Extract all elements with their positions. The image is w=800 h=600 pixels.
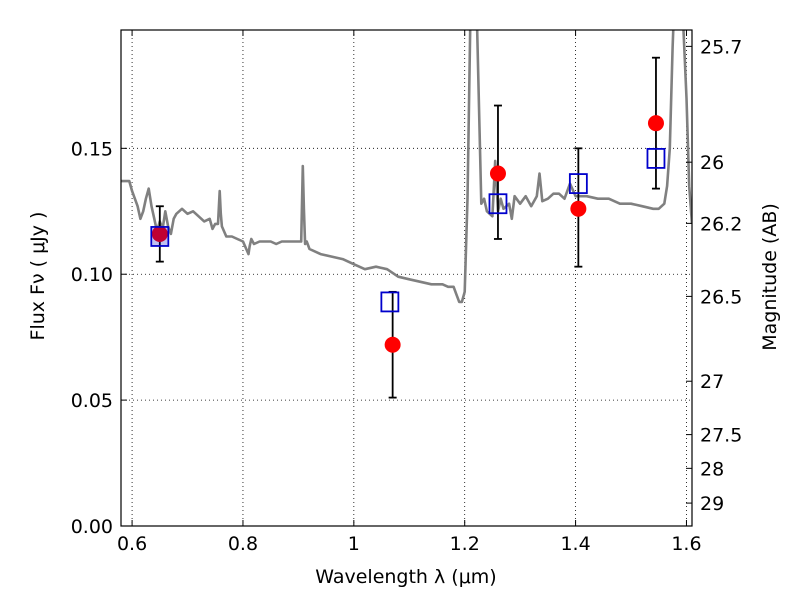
- observed-point: [384, 336, 401, 353]
- model-point: [646, 148, 666, 169]
- model-spectrum: [121, 30, 692, 304]
- y-axis-label: Flux Fν ( μJy ): [27, 212, 49, 341]
- y2-tick-label: 27.5: [700, 425, 742, 447]
- y2-tick-label: 26: [700, 152, 724, 174]
- y2-tick-label: 29: [700, 493, 724, 515]
- y2-tick-label: 26.5: [700, 286, 742, 308]
- axis-ticks: 0.6 0.8 1 1.2 1.4 1.6 0.00 0.05 0.10 0.15 25.7 26 26…: [71, 30, 742, 555]
- y2-tick-label: 25.7: [700, 36, 742, 58]
- y-tick-label: 0.05: [71, 390, 113, 412]
- x-tick-label: 1.2: [450, 533, 480, 555]
- model-point: [488, 193, 508, 215]
- y-tick-label: 0.10: [71, 264, 113, 286]
- y2-tick-label: 28: [700, 458, 724, 480]
- plot-frame: [120, 29, 693, 527]
- model-point: [568, 173, 588, 194]
- x-axis-label: Wavelength λ (μm): [315, 566, 496, 588]
- y2-axis-label: Magnitude (AB): [759, 203, 781, 351]
- y2-tick-label: 27: [700, 371, 724, 393]
- data-points: [150, 56, 666, 399]
- observed-point: [647, 115, 664, 132]
- x-tick-label: 1.4: [560, 533, 590, 555]
- y2-tick-label: 26.2: [700, 213, 742, 235]
- observed-point: [151, 225, 168, 242]
- model-point: [150, 226, 170, 247]
- y-tick-label: 0.15: [71, 138, 113, 160]
- y-tick-label: 0.00: [71, 516, 113, 538]
- x-tick-label: 1: [348, 533, 360, 555]
- spectrum-line: [121, 30, 692, 304]
- observed-point: [489, 165, 506, 182]
- observed-point: [570, 200, 587, 217]
- x-tick-label: 1.6: [671, 533, 701, 555]
- model-point-overlap: [152, 227, 168, 245]
- x-tick-label: 0.6: [117, 533, 147, 555]
- model-point: [380, 291, 400, 313]
- x-tick-label: 0.8: [228, 533, 258, 555]
